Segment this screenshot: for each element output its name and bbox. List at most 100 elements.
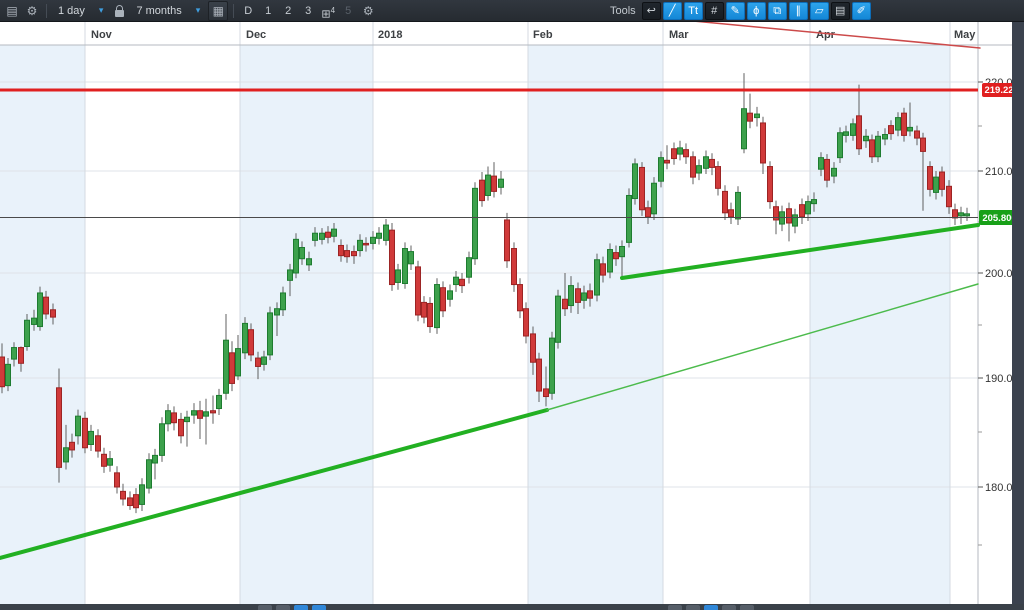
taskbar-icon[interactable] bbox=[740, 605, 754, 610]
candle bbox=[715, 161, 721, 196]
eraser-tool-icon[interactable]: ▱ bbox=[809, 2, 829, 20]
candle bbox=[31, 309, 37, 331]
upper-support-trendline[interactable] bbox=[620, 223, 980, 280]
timeframe-dropdown[interactable]: 1 day ▾ bbox=[52, 2, 109, 20]
collapse-tools-button[interactable]: ↩ bbox=[641, 2, 661, 20]
price-lines[interactable] bbox=[0, 88, 978, 218]
candle bbox=[933, 171, 939, 200]
pencil-tool-icon[interactable]: ✎ bbox=[725, 2, 745, 20]
candle bbox=[242, 317, 248, 360]
price-badge bbox=[982, 83, 1016, 97]
candle bbox=[658, 151, 664, 188]
taskbar-icon[interactable] bbox=[312, 605, 326, 610]
layout-2-button[interactable]: 2 bbox=[285, 4, 292, 17]
support-trendline-thick[interactable] bbox=[0, 408, 549, 560]
timeframe-value: 1 day bbox=[58, 4, 85, 17]
layout-1-button[interactable]: 1 bbox=[265, 4, 272, 17]
resistance-diagonal-line[interactable] bbox=[640, 22, 981, 49]
candle bbox=[600, 256, 606, 283]
trendline-tool-icon[interactable]: ╱ bbox=[662, 2, 682, 20]
chevron-down-icon: ▾ bbox=[98, 5, 104, 15]
x-axis-month-label: Apr bbox=[816, 29, 836, 41]
tools-label: Tools bbox=[610, 5, 636, 17]
bottom-taskbar[interactable] bbox=[0, 604, 1024, 610]
layout-5-button-disabled: 5 bbox=[345, 4, 352, 17]
candle bbox=[344, 244, 350, 263]
candle bbox=[255, 351, 261, 380]
candle bbox=[37, 286, 43, 331]
candle bbox=[587, 283, 593, 307]
candle bbox=[895, 112, 901, 137]
taskbar-icon[interactable] bbox=[668, 605, 682, 610]
grid-windows-button[interactable]: ⊞4 bbox=[319, 3, 337, 21]
candle bbox=[799, 198, 805, 225]
price-badge bbox=[979, 210, 1020, 225]
candle bbox=[18, 346, 24, 372]
candle bbox=[82, 411, 88, 454]
candle bbox=[357, 234, 363, 257]
brush-color-icon[interactable]: ✐ bbox=[851, 2, 871, 20]
gear-icon[interactable]: ⚙ bbox=[26, 3, 38, 18]
y-axis-price-label: 200.00 bbox=[985, 268, 1019, 280]
grid-toggle-icon[interactable]: # bbox=[704, 2, 724, 20]
candle bbox=[709, 153, 715, 176]
print-icon[interactable]: ▤ bbox=[830, 2, 850, 20]
windows-layout-icon[interactable]: ⧉ bbox=[767, 2, 787, 20]
taskbar-icon[interactable] bbox=[294, 605, 308, 610]
daily-button[interactable]: D bbox=[244, 4, 253, 17]
candle bbox=[824, 154, 830, 188]
candle bbox=[389, 223, 395, 291]
month-label-row: Nov Dec 2018 Feb Mar Apr May bbox=[91, 29, 976, 41]
candle bbox=[299, 241, 305, 265]
candle bbox=[459, 273, 465, 293]
candle bbox=[555, 289, 561, 349]
taskbar-icon[interactable] bbox=[722, 605, 736, 610]
support-trendline-thin[interactable] bbox=[546, 283, 979, 411]
candle bbox=[338, 239, 344, 262]
lock-icon[interactable] bbox=[115, 4, 125, 17]
candle bbox=[831, 162, 837, 184]
vertical-line-tool-icon[interactable]: ϕ bbox=[746, 2, 766, 20]
trendlines[interactable] bbox=[0, 22, 981, 560]
candle bbox=[792, 208, 798, 234]
layout-3-button[interactable]: 3 bbox=[305, 4, 312, 17]
document-icon[interactable]: ▤ bbox=[6, 3, 18, 18]
chevron-down-icon: ▾ bbox=[195, 5, 201, 15]
candle bbox=[210, 395, 216, 424]
candle bbox=[274, 302, 280, 336]
candle bbox=[472, 182, 478, 265]
taskbar-icon[interactable] bbox=[686, 605, 700, 610]
candle bbox=[875, 130, 881, 163]
candle bbox=[50, 303, 56, 325]
calendar-icon[interactable]: ▦ bbox=[208, 0, 229, 21]
candle bbox=[139, 478, 145, 511]
candle bbox=[703, 150, 709, 175]
y-axis-price-label: 210.00 bbox=[985, 166, 1019, 178]
toolbar-left-group: ▤ ⚙ 1 day ▾ 7 months ▾ ▦ D 1 2 3 ⊞4 5 ⚙ bbox=[0, 0, 377, 21]
candle bbox=[261, 350, 267, 371]
candle bbox=[754, 106, 760, 127]
taskbar-icon[interactable] bbox=[258, 605, 272, 610]
candle bbox=[779, 205, 785, 232]
x-axis-month-label: Nov bbox=[91, 29, 113, 41]
text-tool-icon[interactable]: Tt bbox=[683, 2, 703, 20]
range-dropdown[interactable]: 7 months ▾ bbox=[130, 2, 206, 20]
candle bbox=[197, 400, 203, 440]
candle bbox=[498, 171, 504, 195]
gear-icon[interactable]: ⚙ bbox=[362, 3, 374, 18]
right-dark-strip bbox=[1012, 22, 1024, 604]
taskbar-icon[interactable] bbox=[276, 605, 290, 610]
taskbar-icon[interactable] bbox=[704, 605, 718, 610]
candle bbox=[159, 417, 165, 462]
candle bbox=[127, 491, 133, 510]
candle bbox=[562, 273, 568, 317]
candle bbox=[837, 127, 843, 163]
candle bbox=[312, 227, 318, 247]
candle bbox=[811, 192, 817, 212]
compare-candles-icon[interactable]: ∥ bbox=[788, 2, 808, 20]
candle bbox=[133, 488, 139, 514]
candle bbox=[760, 116, 766, 175]
candle bbox=[280, 286, 286, 317]
candle bbox=[351, 245, 357, 264]
